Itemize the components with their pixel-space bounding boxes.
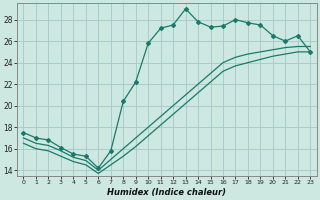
X-axis label: Humidex (Indice chaleur): Humidex (Indice chaleur) [108, 188, 226, 197]
